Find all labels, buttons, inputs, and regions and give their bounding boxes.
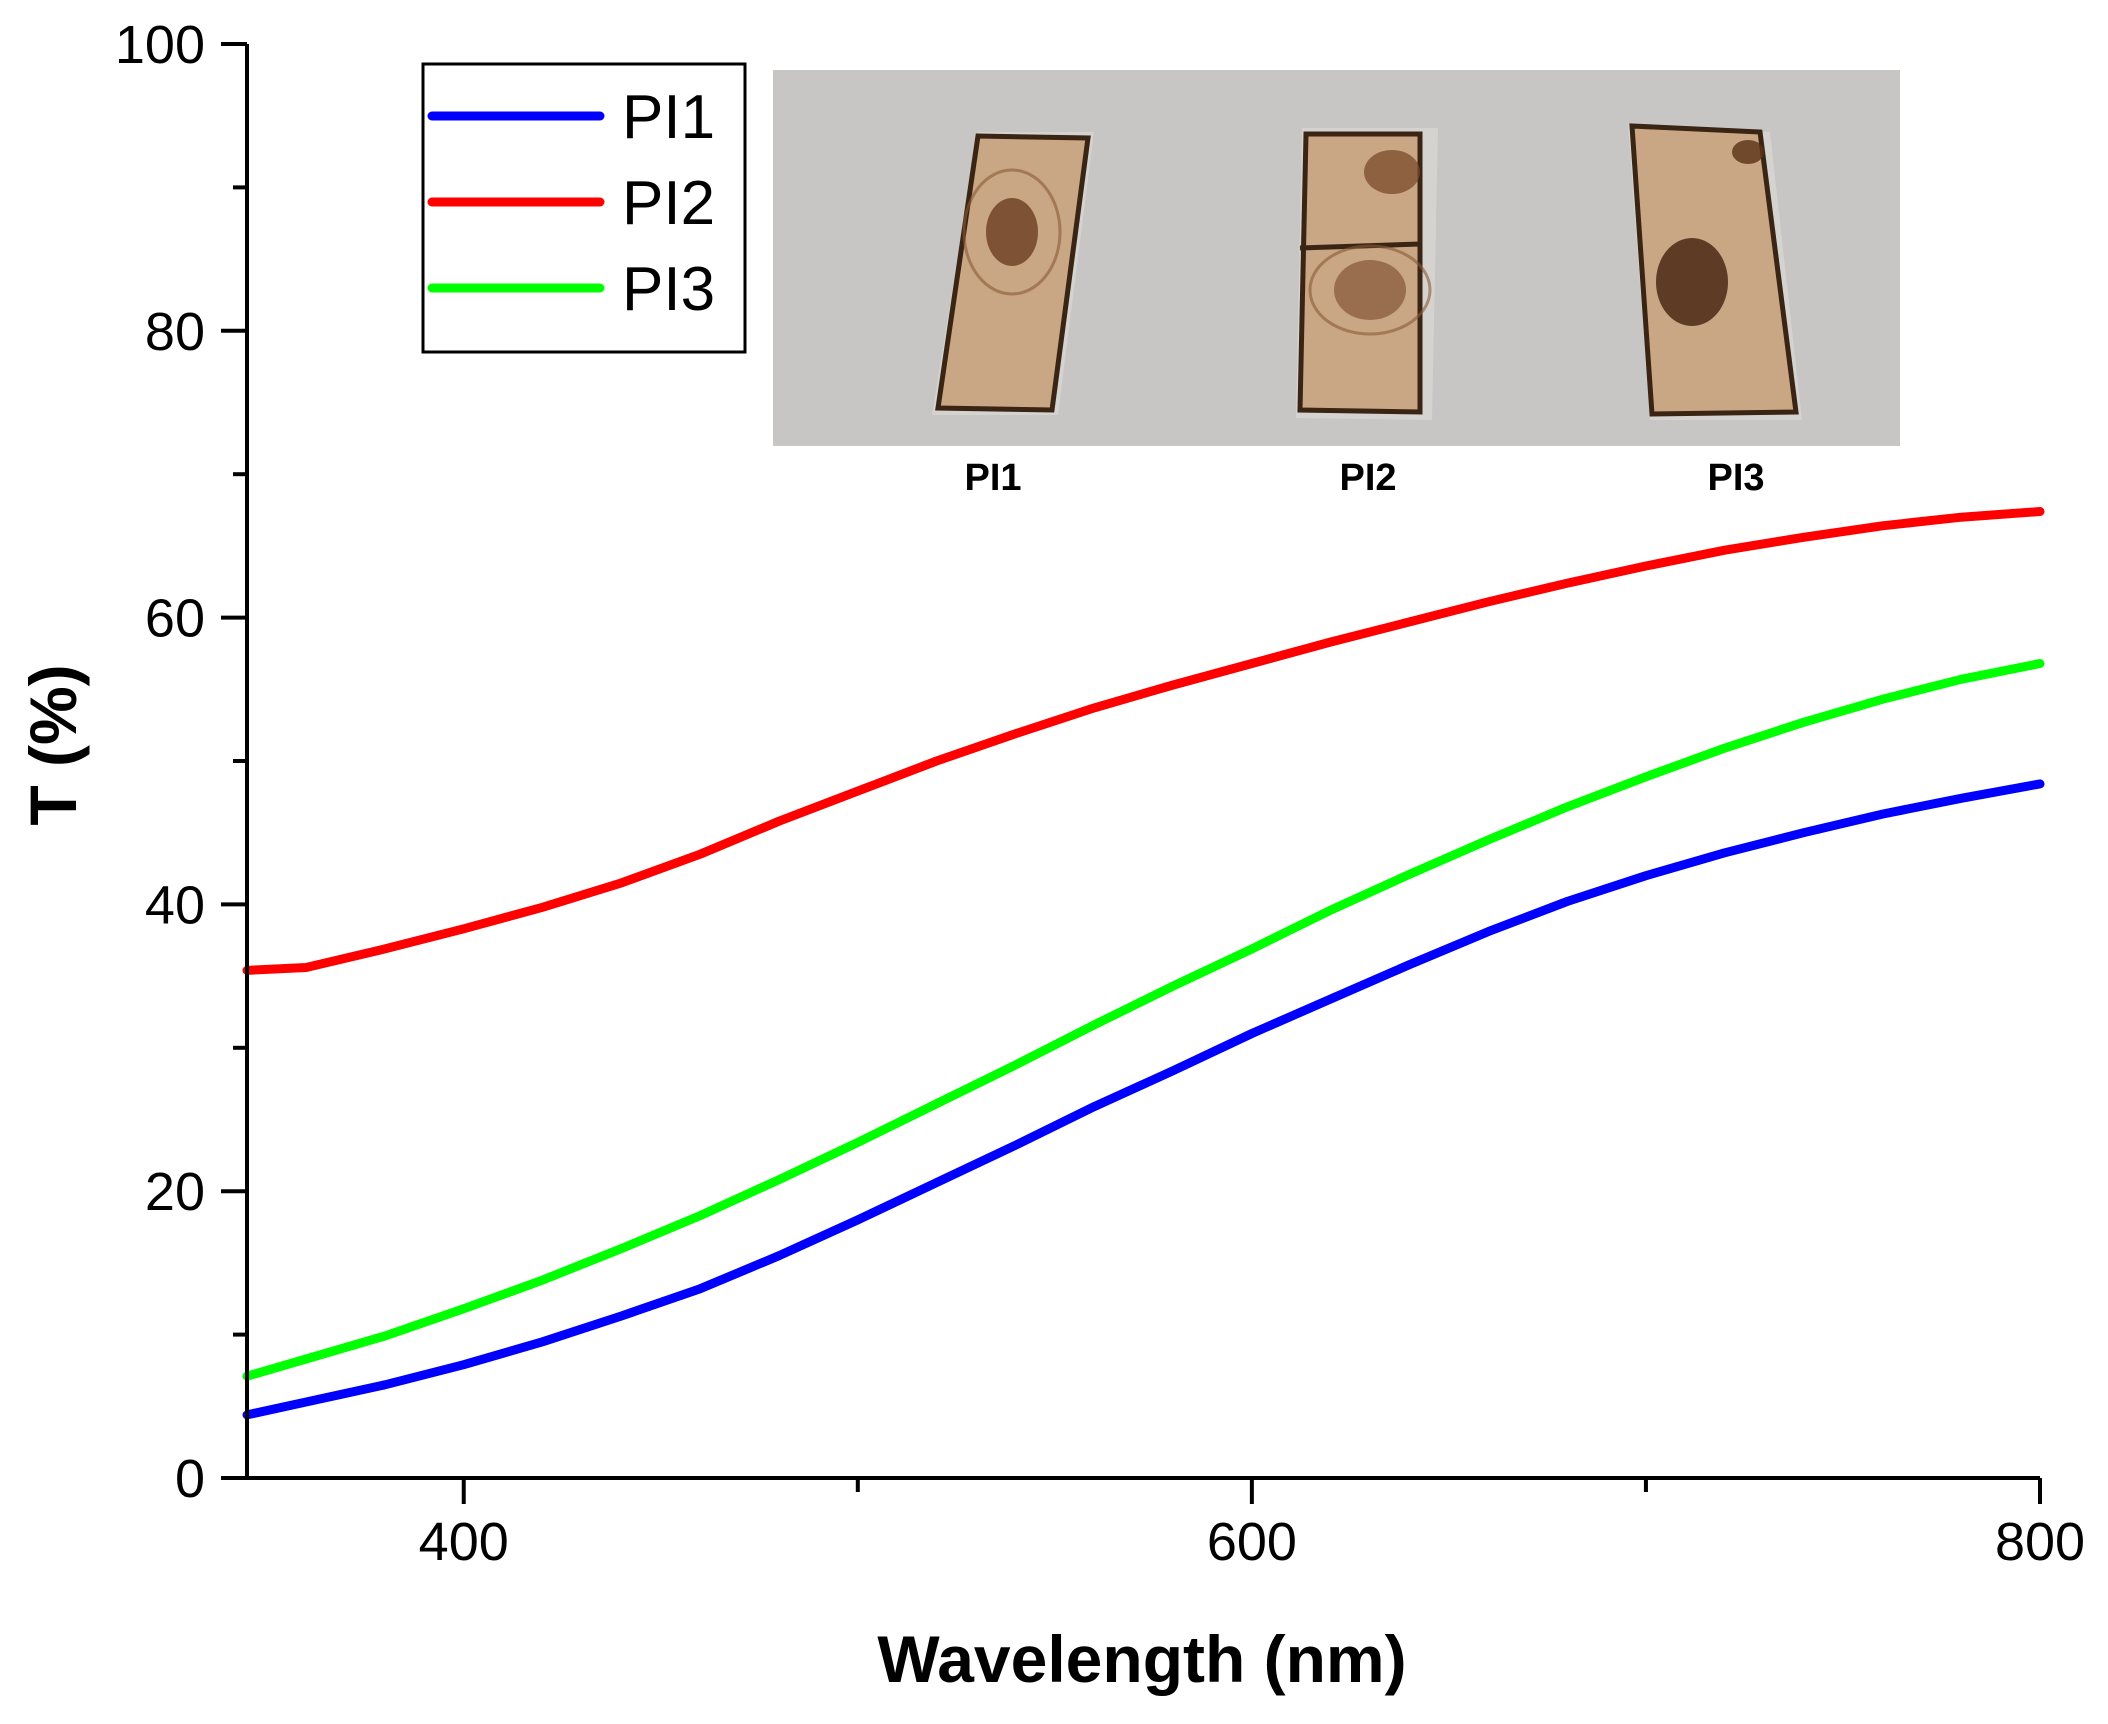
legend-label-pi3: PI3: [622, 255, 715, 324]
series-line-pi2: [242, 507, 2045, 975]
legend-label-pi1: PI1: [622, 83, 715, 152]
y-tick-label-80: 80: [145, 302, 205, 362]
x-tick-label-800: 800: [1995, 1512, 2085, 1572]
x-tick-label-600: 600: [1207, 1512, 1297, 1572]
x-axis-title: Wavelength (nm): [877, 1622, 1406, 1696]
y-tick-label-0: 0: [175, 1449, 205, 1509]
legend-label-pi2: PI2: [622, 169, 715, 238]
inset-label-pi3: PI3: [1707, 457, 1764, 499]
y-tick-label-100: 100: [115, 15, 205, 75]
y-tick-label-20: 20: [145, 1162, 205, 1222]
plot-area: [242, 507, 2045, 1420]
series-line-pi3: [242, 659, 2045, 1381]
film-pi3-image: [1628, 123, 1802, 420]
x-tick-label-400: 400: [419, 1512, 509, 1572]
film-pi2-image: [1296, 128, 1438, 420]
legend: PI1 PI2 PI3: [421, 62, 747, 354]
inset-label-pi2: PI2: [1339, 457, 1396, 499]
series-line-pi1: [242, 779, 2045, 1420]
y-axis-title: T (%): [16, 664, 90, 825]
y-tick-label-40: 40: [145, 875, 205, 935]
film-pi1-image: [932, 132, 1094, 415]
inset-photo: PI1 PI2 PI3: [773, 70, 1900, 499]
inset-label-pi1: PI1: [964, 457, 1021, 499]
y-tick-label-60: 60: [145, 589, 205, 649]
axes: 400 600 800 0 20 40 60 80 100: [115, 15, 2085, 1572]
